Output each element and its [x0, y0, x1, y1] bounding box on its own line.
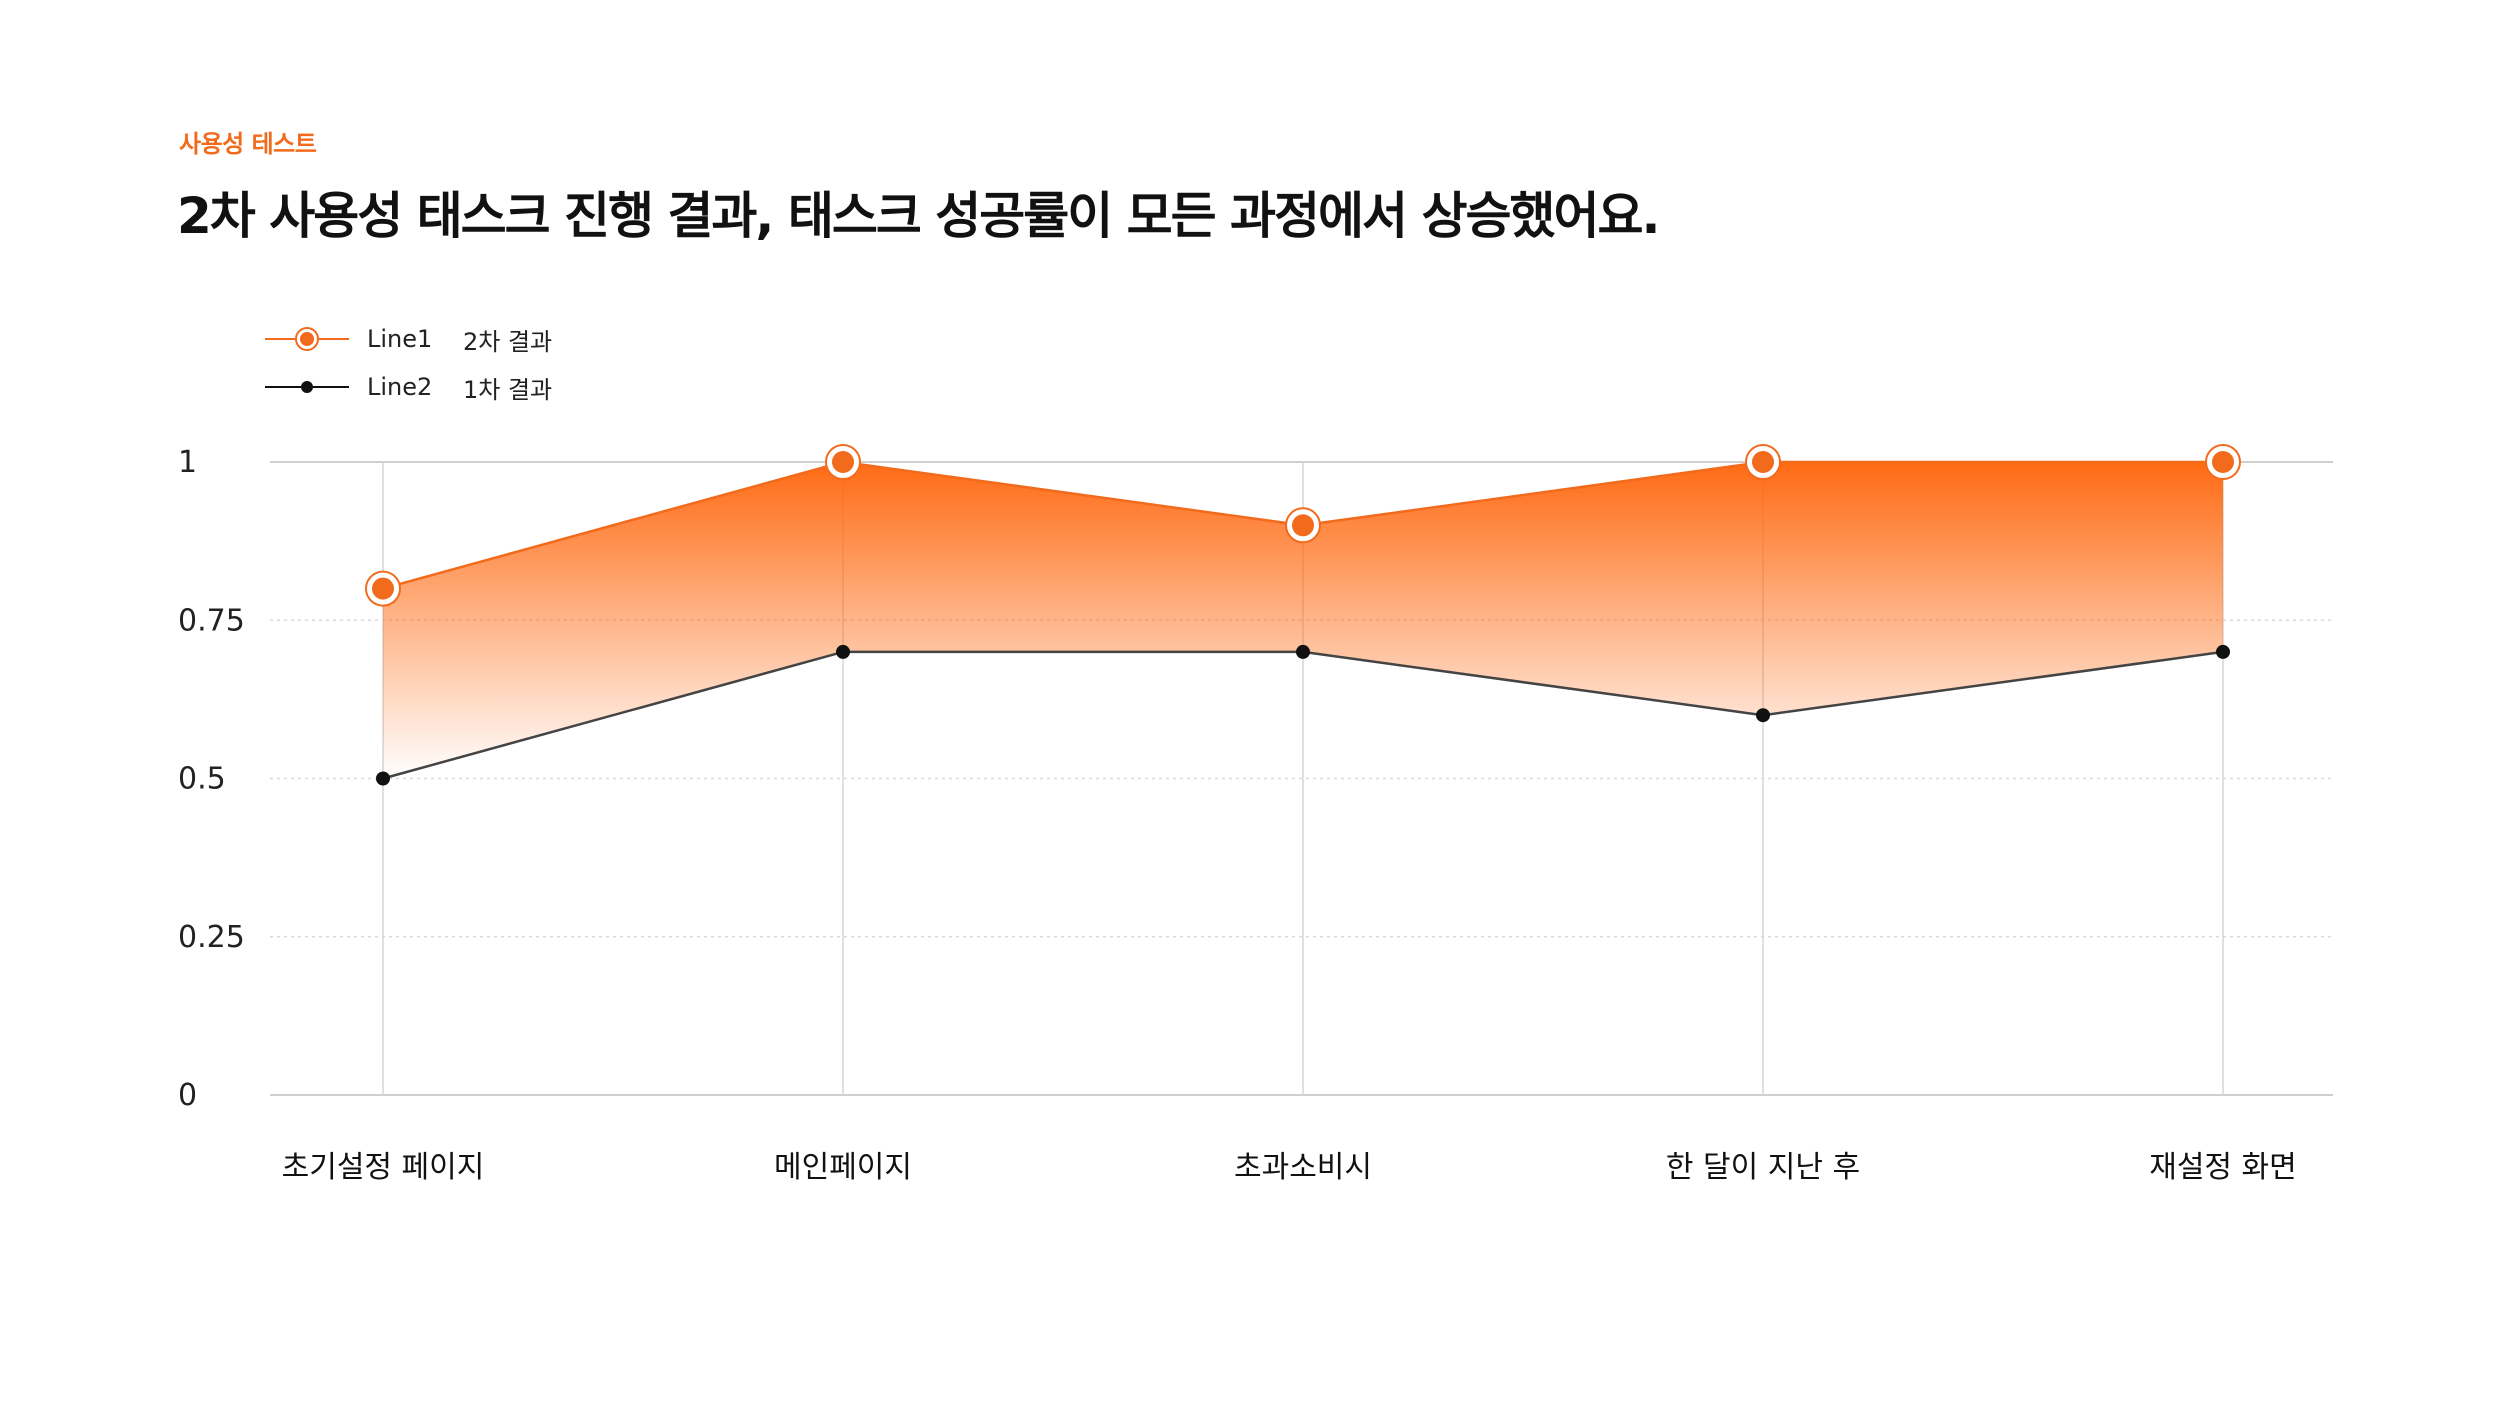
- point-layer: [365, 444, 2241, 786]
- legend: Line1 2차 결과 Line2 1차 결과: [265, 315, 552, 411]
- data-point-line2[interactable]: [836, 644, 850, 659]
- eyebrow-label: 사용성 테스트: [179, 130, 317, 158]
- legend-name: Line2: [367, 373, 433, 401]
- page-title: 2차 사용성 태스크 진행 결과, 태스크 성공률이 모든 과정에서 상승했어요…: [177, 187, 1660, 245]
- data-point-line2[interactable]: [376, 771, 390, 786]
- area-between-series: [383, 462, 2223, 779]
- legend-item-line1[interactable]: Line1 2차 결과: [265, 315, 552, 363]
- y-tick-label: 0.5: [178, 762, 226, 797]
- legend-swatch-line1: [265, 327, 349, 351]
- data-point-dot: [372, 577, 394, 600]
- label-layer: 0 0.25 0.5 0.75 1 초기설정 페이지 메인페이지 초과소비시 한 달이 지난 후…: [178, 445, 2297, 1185]
- legend-swatch-line2: [265, 381, 349, 393]
- x-tick-label: 재설정 화면: [2149, 1150, 2297, 1185]
- data-point-dot: [2212, 451, 2234, 473]
- data-point-dot: [1752, 451, 1774, 473]
- y-tick-label: 0.25: [178, 920, 245, 955]
- data-point-line2[interactable]: [2216, 644, 2230, 659]
- data-point-line1[interactable]: [1745, 444, 1781, 480]
- data-point-dot: [832, 451, 854, 473]
- area-layer: [383, 462, 2223, 779]
- data-point-line1[interactable]: [1285, 507, 1321, 544]
- x-tick-label: 한 달이 지난 후: [1666, 1150, 1860, 1185]
- data-point-line1[interactable]: [2205, 444, 2241, 480]
- y-tick-label: 0.75: [178, 603, 245, 638]
- data-point-line1[interactable]: [825, 444, 861, 480]
- data-point-line1[interactable]: [365, 570, 401, 607]
- data-point-line2[interactable]: [1756, 708, 1770, 723]
- y-tick-label: 0: [178, 1078, 197, 1113]
- legend-label: 2차 결과: [463, 327, 553, 356]
- x-tick-label: 초과소비시: [1234, 1150, 1372, 1185]
- data-point-dot: [1292, 514, 1314, 537]
- legend-item-line2[interactable]: Line2 1차 결과: [265, 363, 552, 411]
- x-tick-label: 메인페이지: [774, 1150, 912, 1185]
- legend-label: 1차 결과: [463, 375, 553, 404]
- y-tick-label: 1: [178, 445, 197, 480]
- data-point-line2[interactable]: [1296, 644, 1310, 659]
- x-tick-label: 초기설정 페이지: [282, 1150, 485, 1185]
- legend-name: Line1: [367, 325, 433, 353]
